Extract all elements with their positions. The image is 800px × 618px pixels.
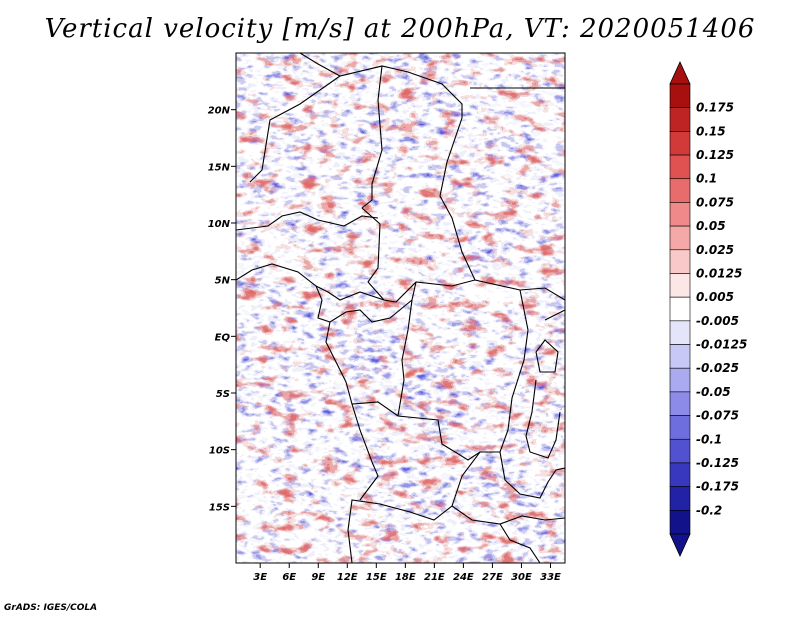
lon-tick-label: 27E: [482, 572, 503, 583]
colorbar-label: -0.125: [696, 456, 739, 470]
colorbar-segment: [669, 249, 691, 274]
colorbar-label: 0.005: [696, 290, 734, 304]
colorbar-label: -0.05: [696, 385, 731, 399]
colorbar-segment: [669, 273, 691, 298]
colorbar-segment: [669, 320, 691, 345]
colorbar-bottom-arrow: [669, 533, 691, 557]
colorbar-segment: [669, 296, 691, 322]
grads-credit: GrADS: IGES/COLA: [4, 603, 98, 613]
colorbar-label: 0.1: [696, 172, 717, 186]
lon-tick-label: 12E: [337, 572, 358, 583]
colorbar-label: -0.1: [696, 432, 722, 446]
colorbar-label: -0.075: [696, 409, 739, 423]
colorbar-segment: [669, 510, 691, 535]
colorbar-segment: [669, 83, 691, 108]
colorbar-label: 0.05: [696, 219, 726, 233]
colorbar-segment: [669, 107, 691, 132]
lon-tick-label: 33E: [540, 572, 561, 583]
colorbar-segment: [669, 486, 691, 511]
colorbar-segment: [669, 391, 691, 416]
colorbar-segment: [669, 225, 691, 251]
lon-tick-label: 18E: [395, 572, 416, 583]
colorbar-segment: [669, 462, 691, 487]
map-title: Vertical velocity [m/s] at 200hPa, VT: 2…: [44, 14, 756, 44]
colorbar-segment: [669, 202, 691, 227]
lat-tick-label: 5N: [215, 276, 231, 287]
colorbar-label: 0.125: [696, 148, 734, 162]
lat-tick-label: 15N: [208, 162, 231, 173]
colorbar-segment: [669, 438, 691, 464]
colorbar-label: -0.2: [696, 503, 722, 517]
colorbar-label: 0.175: [696, 101, 734, 115]
lat-tick-label: EQ: [215, 332, 231, 343]
map-frame: [235, 52, 566, 564]
colorbar-label: 0.025: [696, 243, 734, 257]
latitude-axis: 20N 15N 10N 5N EQ 5S 10S 15S: [208, 106, 236, 513]
lat-tick-label: 10S: [209, 446, 230, 457]
lat-tick-label: 20N: [208, 106, 231, 117]
colorbar-label: 0.0125: [696, 266, 742, 280]
velocity-field: [236, 53, 565, 563]
lon-tick-label: 3E: [253, 572, 267, 583]
colorbar-label: -0.175: [696, 480, 739, 494]
colorbar-label: -0.0125: [696, 338, 747, 352]
lon-tick-label: 6E: [282, 572, 296, 583]
lon-tick-label: 24E: [453, 572, 474, 583]
colorbar-segment: [669, 367, 691, 393]
colorbar-label: 0.15: [696, 124, 726, 138]
lon-tick-label: 30E: [511, 572, 532, 583]
country-boundaries: [236, 53, 565, 563]
colorbar-segment: [669, 344, 691, 369]
lon-tick-label: 15E: [366, 572, 387, 583]
colorbar: 0.175 0.15 0.125 0.1 0.075 0.05 0.025 0.0125 0.0…: [669, 61, 747, 557]
lon-tick-label: 21E: [424, 572, 445, 583]
colorbar-top-arrow: [669, 61, 691, 85]
lon-tick-label: 9E: [311, 572, 325, 583]
lat-tick-label: 5S: [216, 389, 230, 400]
colorbar-label: -0.025: [696, 361, 739, 375]
longitude-axis: 3E 6E 9E 12E 15E 18E 21E 24E 27E 30E 33E: [253, 563, 561, 583]
colorbar-label: 0.075: [696, 195, 734, 209]
lat-tick-label: 10N: [208, 219, 231, 230]
colorbar-segment: [669, 131, 691, 156]
colorbar-segment: [669, 415, 691, 440]
colorbar-label: -0.005: [696, 314, 739, 328]
colorbar-segment: [669, 154, 691, 180]
lat-tick-label: 15S: [209, 502, 230, 513]
colorbar-segment: [669, 178, 691, 203]
